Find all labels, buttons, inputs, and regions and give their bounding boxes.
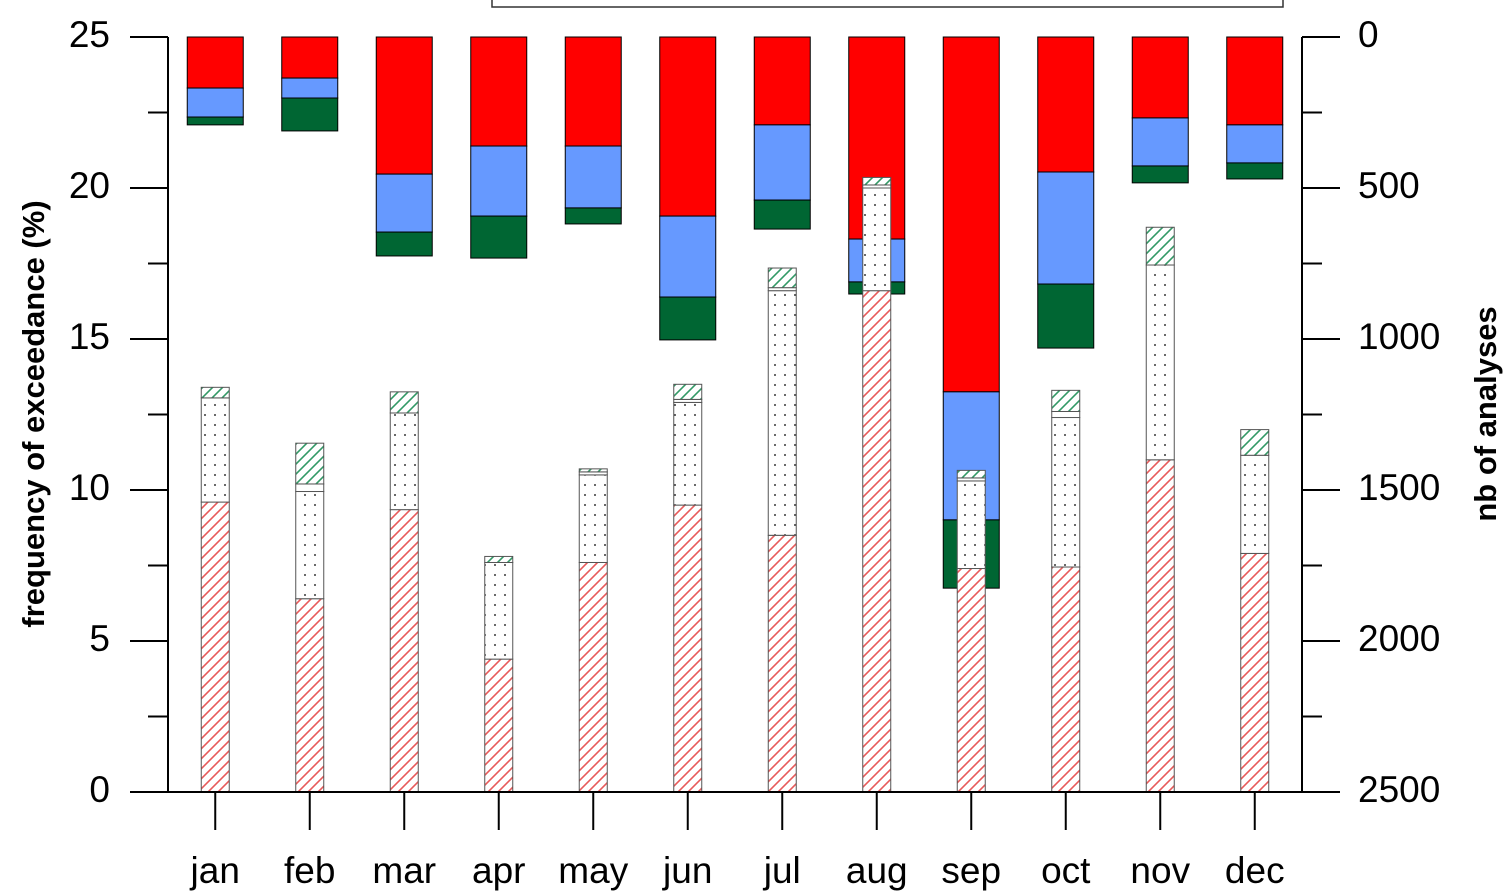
bar [200, 501, 230, 793]
y2-tick-label: 2500 [1358, 769, 1440, 810]
bar [767, 290, 797, 536]
bar [767, 534, 797, 793]
bar [389, 412, 419, 511]
bar [295, 598, 325, 793]
bar [862, 290, 892, 793]
bar [578, 474, 608, 563]
bar [295, 483, 325, 493]
bar [484, 555, 514, 563]
y-tick-label: 15 [69, 316, 110, 357]
bar [1051, 410, 1081, 419]
x-tick-label: nov [1130, 850, 1190, 891]
bar [1145, 226, 1175, 266]
bar [942, 391, 1000, 521]
x-tick-label: feb [284, 850, 335, 891]
bar [659, 296, 717, 341]
x-tick-label: mar [372, 850, 436, 891]
bar [1037, 36, 1095, 173]
bar [375, 36, 433, 175]
x-tick-label: jun [662, 850, 712, 891]
bar [862, 176, 892, 186]
x-tick-label: dec [1225, 850, 1285, 891]
x-tick-label: may [558, 850, 628, 891]
bar [753, 36, 811, 126]
x-tick-label: apr [472, 850, 525, 891]
legend-box [491, 0, 1284, 8]
x-tick-label: sep [941, 850, 1001, 891]
bar [1226, 162, 1284, 180]
bar [389, 391, 419, 414]
x-tick-label: jul [763, 850, 801, 891]
bar [470, 36, 528, 147]
bar [673, 383, 703, 400]
bar [470, 215, 528, 259]
bar [281, 97, 339, 132]
y2-tick-label: 1500 [1358, 467, 1440, 508]
y2-tick-label: 500 [1358, 165, 1420, 206]
bar [942, 36, 1000, 393]
y2-axis-title: nb of analyses [1468, 306, 1503, 521]
y-tick-label: 10 [69, 467, 110, 508]
x-tick-label: aug [846, 850, 908, 891]
bar [200, 397, 230, 503]
x-tick-label: oct [1041, 850, 1091, 891]
y2-tick-label: 1000 [1358, 316, 1440, 357]
y-tick-label: 20 [69, 165, 110, 206]
bar [470, 145, 528, 217]
bar [375, 231, 433, 257]
y2-tick-label: 2000 [1358, 618, 1440, 659]
x-tick-label: jan [190, 850, 240, 891]
bar [564, 36, 622, 147]
bar [956, 469, 986, 479]
bar [1131, 165, 1189, 184]
bar [1226, 36, 1284, 126]
bar [659, 36, 717, 217]
bar [673, 504, 703, 793]
bar [578, 468, 608, 473]
y-tick-label: 5 [89, 618, 110, 659]
bar [295, 491, 325, 600]
bar [673, 401, 703, 506]
bar [186, 116, 244, 126]
bar [956, 480, 986, 570]
bar [578, 561, 608, 793]
bar [862, 187, 892, 292]
bar [484, 561, 514, 660]
bar [281, 77, 339, 99]
bar [564, 207, 622, 225]
y2-tick-label: 0 [1358, 14, 1379, 55]
bar [659, 215, 717, 298]
bar [1145, 264, 1175, 461]
bar [753, 199, 811, 230]
bar [389, 509, 419, 793]
y-tick-label: 25 [69, 14, 110, 55]
bar [186, 87, 244, 118]
bar [1131, 117, 1189, 167]
bar [1240, 429, 1270, 456]
bar [1131, 36, 1189, 119]
bar [956, 568, 986, 793]
bar [1037, 171, 1095, 285]
bar [1240, 454, 1270, 554]
bar [1240, 552, 1270, 793]
bar [1051, 389, 1081, 412]
bar [484, 658, 514, 793]
bar [1037, 283, 1095, 349]
bar [1051, 566, 1081, 793]
bar [200, 386, 230, 399]
bar [375, 173, 433, 233]
bar [281, 36, 339, 79]
bar [186, 36, 244, 89]
y-axis-title: frequency of exceedance (%) [16, 200, 51, 627]
bar [767, 267, 797, 289]
y-tick-label: 0 [89, 769, 110, 810]
bar [1226, 124, 1284, 164]
bar [1051, 417, 1081, 568]
bar [1145, 459, 1175, 793]
bar [753, 124, 811, 201]
bar [564, 145, 622, 209]
bar [295, 442, 325, 485]
